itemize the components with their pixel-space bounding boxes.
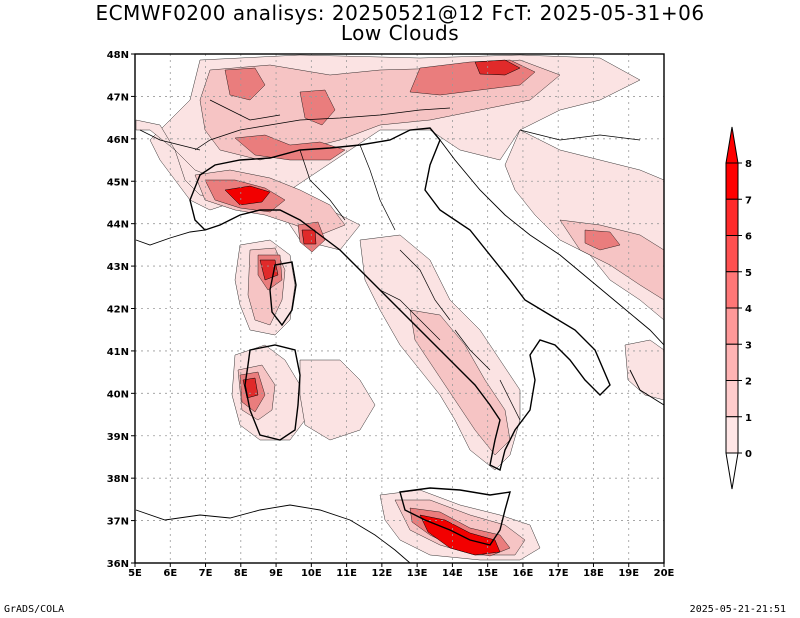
colorbar-swatch [725,235,739,273]
lat-tick-label: 41N [107,347,129,358]
sicily-coast [399,487,511,546]
greece-coast [629,369,664,406]
colorbar-top-arrow [725,126,739,164]
colorbar-swatch [725,416,739,454]
shade-greece [624,339,664,401]
lon-tick-label: 18E [583,568,604,579]
colorbar-label: 4 [745,304,752,315]
region-border-5 [454,329,491,371]
shade-l4-tyrol [299,89,336,126]
colorbar-label: 6 [745,232,752,243]
italy-coast [189,127,611,472]
footer-timestamp: 2025-05-21-21:51 [689,604,786,615]
colorbar-swatch [725,271,739,309]
lon-tick-label: 6E [163,568,177,579]
lat-tick-label: 36N [107,559,129,570]
colorbar-label: 0 [745,449,752,460]
lat-tick-label: 46N [107,135,129,146]
footer-credit: GrADS/COLA [4,604,65,615]
lon-tick-label: 13E [407,568,428,579]
colorbar: 8 7 6 5 4 3 2 1 0 [725,126,752,490]
shade-peak-tuscany [301,229,317,245]
colorbar-swatch [725,307,739,345]
colorbar-swatch [725,343,739,381]
latitude-axis: 48N 47N 46N 45N 44N 43N 42N 41N 40N 39N 38N 37N 36N [107,50,135,570]
title-line-1: ECMWF0200 analisys: 20250521@12 FcT: 202… [95,1,705,25]
colorbar-bottom-arrow [725,452,739,490]
longitude-axis: 5E 6E 7E 8E 9E 10E 11E 12E 13E 14E 15E 16E 17E 18E 19E… [128,563,675,579]
region-border-4 [379,289,441,341]
lat-tick-label: 47N [107,92,129,103]
region-border-3 [399,249,451,321]
lon-tick-label: 10E [301,568,322,579]
lon-tick-label: 16E [513,568,534,579]
lat-tick-label: 43N [107,262,129,273]
lon-tick-label: 14E [442,568,463,579]
lat-tick-label: 48N [107,50,129,61]
lat-tick-label: 42N [107,305,129,316]
region-border-6 [499,379,521,421]
lon-tick-label: 15E [477,568,498,579]
lat-tick-label: 38N [107,474,129,485]
lon-tick-label: 17E [548,568,569,579]
region-border-2 [359,144,396,231]
lon-tick-label: 5E [128,568,142,579]
shade-peak-piedmont [224,185,271,206]
borders [139,99,641,421]
lat-tick-label: 45N [107,177,129,188]
title-line-2: Low Clouds [340,21,460,45]
france-coast [135,229,206,246]
region-border-7 [209,99,281,121]
sardinia-coast [244,344,301,441]
lat-tick-label: 40N [107,389,129,400]
grid-lines [135,54,664,563]
lon-tick-label: 12E [371,568,392,579]
colorbar-label: 8 [745,159,752,170]
adriatic-east-coast [439,139,664,346]
colorbar-swatch [725,198,739,236]
shade-l4-swiss [224,67,266,101]
shade-l2-south [409,309,511,456]
lon-tick-label: 8E [234,568,248,579]
colorbar-swatch [725,380,739,418]
lon-tick-label: 9E [269,568,283,579]
africa-coast [135,504,411,563]
colorbar-label: 2 [745,377,752,388]
lat-tick-label: 37N [107,517,129,528]
lon-tick-label: 7E [199,568,213,579]
lat-tick-label: 44N [107,220,129,231]
colorbar-swatch [725,162,739,200]
colorbar-label: 7 [745,195,752,206]
region-border-8 [139,129,201,151]
colorbar-label: 5 [745,268,752,279]
alps-border [194,107,451,151]
corsica-coast [269,261,297,327]
colorbar-label: 3 [745,340,752,351]
cloud-shading [135,54,664,561]
region-border-9 [519,129,641,141]
colorbar-label: 1 [745,413,752,424]
region-border-1 [299,149,346,221]
shade-peak-austria [474,59,521,76]
lat-tick-label: 39N [107,432,129,443]
lon-tick-label: 19E [618,568,639,579]
lon-tick-label: 20E [654,568,675,579]
shade-l4-lombardy [234,134,346,161]
coastlines [135,127,664,563]
lon-tick-label: 11E [336,568,357,579]
